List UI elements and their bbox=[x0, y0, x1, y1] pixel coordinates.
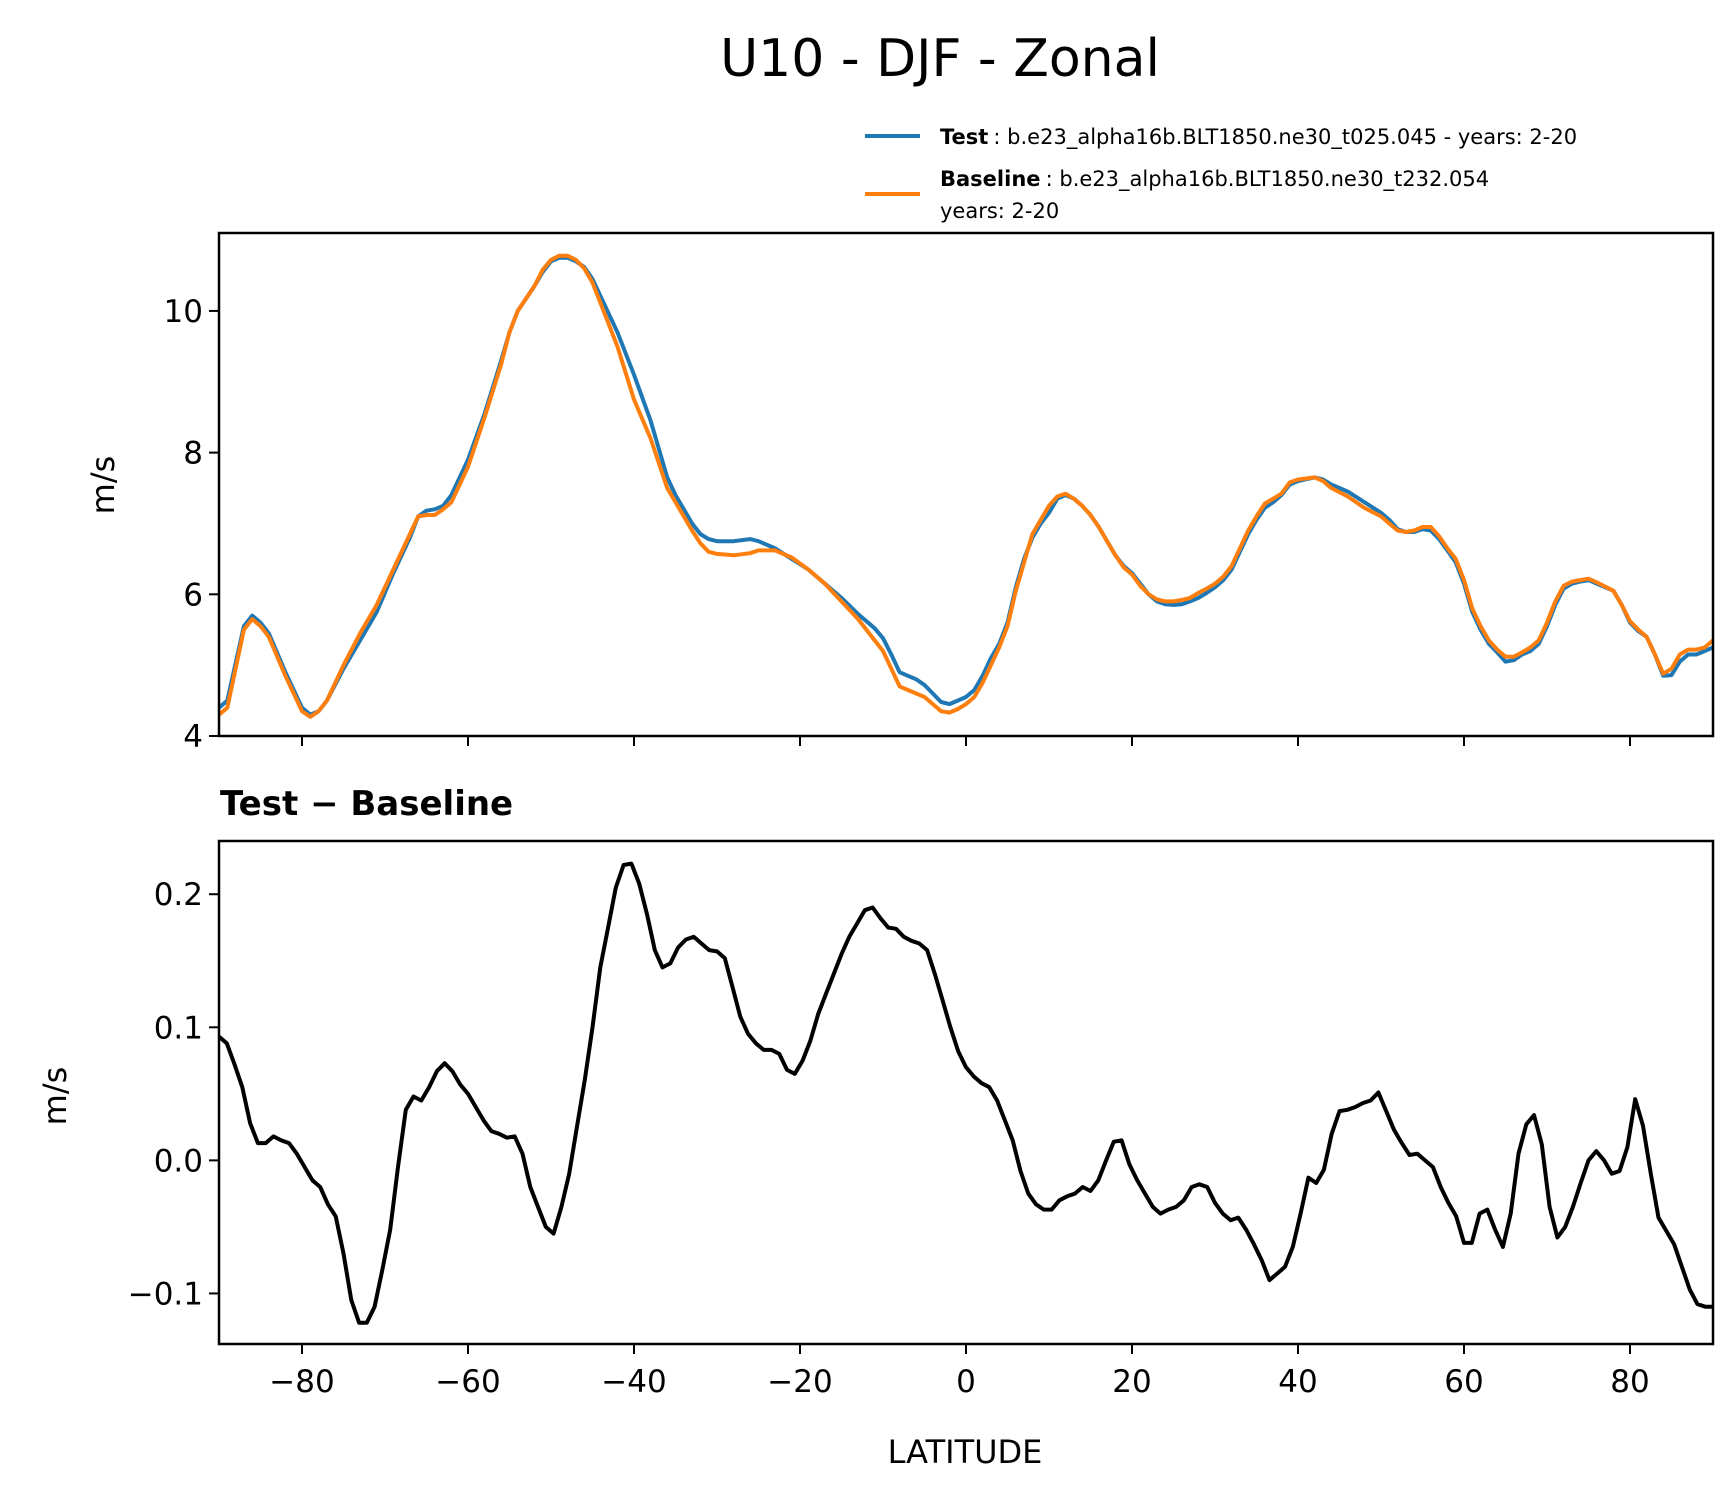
bottom-x-tick-label: −20 bbox=[767, 1364, 832, 1400]
legend-label-baseline-name: Baseline bbox=[940, 167, 1041, 191]
legend-label-test-text: : b.e23_alpha16b.BLT1850.ne30_t025.045 -… bbox=[993, 125, 1577, 150]
top-y-tick-label: 6 bbox=[183, 577, 203, 613]
bottom-ticks: −80 −60 −40 −20 0 20 40 60 80 −0.1 0.0 0.1 0.2 bbox=[128, 877, 1650, 1400]
top-y-tick-label: 10 bbox=[164, 294, 203, 330]
legend-label-baseline-text2: years: 2-20 bbox=[940, 199, 1059, 223]
bottom-panel: Test − Baseline −80 −60 −40 −20 0 20 40 60 80 −0.… bbox=[36, 784, 1715, 1471]
figure-title: U10 - DJF - Zonal bbox=[720, 29, 1160, 89]
legend-label-test-name: Test bbox=[940, 125, 988, 149]
legend-label-baseline: Baseline : b.e23_alpha16b.BLT1850.ne30_t… bbox=[940, 167, 1489, 192]
bottom-y-axis-label: m/s bbox=[36, 1067, 74, 1126]
bottom-x-tick-label: 60 bbox=[1444, 1364, 1483, 1400]
bottom-x-tick-label: −60 bbox=[435, 1364, 500, 1400]
bottom-y-tick-label: 0.2 bbox=[154, 877, 203, 913]
bottom-x-tick-label: −80 bbox=[269, 1364, 334, 1400]
series-line-test-baseline bbox=[217, 861, 1713, 1325]
top-plot-frame bbox=[217, 231, 1715, 738]
legend: Test : b.e23_alpha16b.BLT1850.ne30_t025.… bbox=[865, 125, 1577, 223]
series-line-test bbox=[217, 255, 1714, 717]
x-axis-label: LATITUDE bbox=[888, 1433, 1043, 1471]
top-y-tick-label: 8 bbox=[183, 436, 203, 472]
top-ticks: 4 6 8 10 bbox=[164, 294, 1631, 755]
top-panel: 4 6 8 10 m/s bbox=[84, 231, 1715, 755]
top-y-tick-label: 4 bbox=[183, 719, 203, 755]
series-line-baseline bbox=[217, 253, 1715, 719]
bottom-x-tick-label: 0 bbox=[956, 1364, 976, 1400]
bottom-x-tick-label: 20 bbox=[1112, 1364, 1151, 1400]
bottom-y-tick-label: −0.1 bbox=[128, 1276, 203, 1312]
bottom-x-tick-label: 80 bbox=[1610, 1364, 1649, 1400]
bottom-plot-frame bbox=[217, 839, 1715, 1346]
legend-label-test: Test : b.e23_alpha16b.BLT1850.ne30_t025.… bbox=[940, 125, 1577, 150]
top-y-axis-label: m/s bbox=[84, 456, 122, 515]
bottom-x-tick-label: −40 bbox=[601, 1364, 666, 1400]
bottom-series bbox=[217, 861, 1713, 1325]
bottom-x-tick-label: 40 bbox=[1278, 1364, 1317, 1400]
bottom-panel-title: Test − Baseline bbox=[220, 784, 513, 824]
legend-label-baseline-text: : b.e23_alpha16b.BLT1850.ne30_t232.054 bbox=[1046, 167, 1490, 192]
top-series bbox=[217, 253, 1715, 719]
bottom-y-tick-label: 0.0 bbox=[154, 1143, 203, 1179]
bottom-y-tick-label: 0.1 bbox=[154, 1010, 203, 1046]
